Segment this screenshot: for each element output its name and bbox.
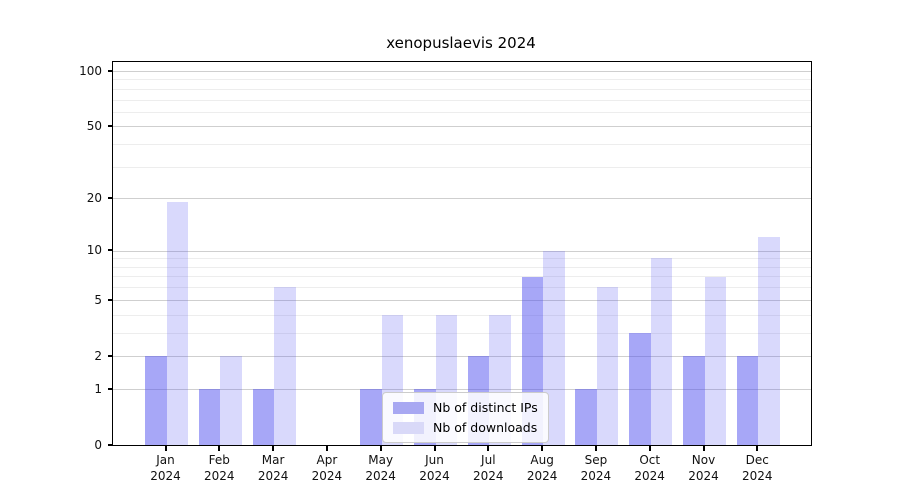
y-tick-label: 100: [79, 63, 102, 78]
minor-gridline: [113, 166, 811, 168]
minor-gridline: [113, 276, 811, 278]
y-tick-label: 5: [94, 292, 102, 307]
bar-downloads-oct: [650, 258, 673, 445]
minor-gridline: [113, 287, 811, 289]
legend-swatch-downloads: [393, 421, 424, 434]
major-gridline: [113, 198, 811, 200]
y-tick-label: 10: [86, 243, 102, 258]
legend-item-downloads: Nb of downloads: [393, 420, 538, 435]
y-axis-tick: [108, 298, 113, 301]
x-tick-label: Dec 2024: [742, 453, 773, 484]
bar-distinct-ips-oct: [629, 332, 651, 445]
y-axis-tick: [108, 387, 113, 390]
x-tick-label: Apr 2024: [311, 453, 343, 484]
bar-distinct-ips-feb: [198, 388, 221, 445]
major-gridline: [113, 126, 811, 128]
legend-label-downloads: Nb of downloads: [433, 420, 538, 435]
y-axis-tick: [108, 69, 113, 72]
y-axis-tick: [108, 354, 113, 357]
bar-distinct-ips-mar: [252, 388, 275, 445]
major-gridline: [113, 250, 811, 252]
x-axis-tick: [702, 445, 705, 451]
minor-gridline: [113, 258, 811, 260]
bar-downloads-nov: [704, 276, 726, 445]
chart-title: xenopuslaevis 2024: [386, 34, 536, 52]
bar-downloads-sep: [596, 287, 619, 445]
x-tick-label: Feb 2024: [204, 453, 235, 484]
y-tick-label: 20: [86, 191, 102, 206]
minor-gridline: [113, 332, 811, 334]
y-axis-tick: [108, 249, 113, 252]
bar-distinct-ips-nov: [683, 355, 705, 445]
major-gridline: [113, 299, 811, 301]
bar-downloads-dec: [758, 237, 780, 445]
bar-distinct-ips-dec: [736, 355, 759, 445]
x-axis-tick: [433, 445, 436, 451]
minor-gridline: [113, 88, 811, 90]
x-axis-tick: [594, 445, 597, 451]
y-tick-label: 1: [94, 381, 102, 396]
x-tick-label: Jul 2024: [473, 453, 504, 484]
x-tick-label: Sep 2024: [580, 453, 612, 484]
bar-distinct-ips-jan: [145, 355, 167, 445]
x-axis-tick: [218, 445, 221, 451]
major-gridline: [113, 71, 811, 72]
major-gridline: [113, 388, 811, 390]
y-tick-label: 2: [94, 348, 102, 363]
x-axis-tick: [379, 445, 382, 451]
x-tick-label: Jun 2024: [419, 453, 450, 484]
bar-distinct-ips-may: [360, 388, 382, 445]
minor-gridline: [113, 111, 811, 113]
x-tick-label: Jan 2024: [150, 453, 181, 484]
major-gridline: [113, 355, 811, 357]
minor-gridline: [113, 144, 811, 146]
minor-gridline: [113, 266, 811, 268]
x-axis-tick: [164, 445, 167, 451]
legend: Nb of distinct IPs Nb of downloads: [382, 392, 549, 443]
x-axis-tick: [648, 445, 651, 451]
bar-downloads-jan: [166, 202, 188, 445]
minor-gridline: [113, 79, 811, 81]
x-tick-label: Nov 2024: [688, 453, 719, 484]
x-tick-label: Oct 2024: [634, 453, 665, 484]
y-axis-tick: [108, 443, 113, 446]
bar-downloads-feb: [220, 355, 242, 445]
legend-swatch-distinct-ips: [393, 401, 424, 414]
y-tick-label: 0: [94, 437, 102, 452]
x-tick-label: May 2024: [365, 453, 396, 484]
x-axis-tick: [756, 445, 759, 451]
bar-downloads-mar: [274, 287, 296, 445]
x-axis-tick: [487, 445, 490, 451]
legend-label-distinct-ips: Nb of distinct IPs: [433, 400, 538, 415]
x-axis-tick: [272, 445, 275, 451]
plot-area: [112, 61, 812, 446]
x-tick-label: Aug 2024: [526, 453, 558, 484]
x-tick-label: Mar 2024: [257, 453, 289, 484]
x-axis-tick: [325, 445, 328, 451]
bar-distinct-ips-sep: [575, 388, 597, 445]
legend-item-distinct-ips: Nb of distinct IPs: [393, 400, 538, 415]
y-tick-label: 50: [86, 119, 102, 134]
x-axis-tick: [541, 445, 544, 451]
y-axis-tick: [108, 125, 113, 128]
minor-gridline: [113, 99, 811, 101]
minor-gridline: [113, 314, 811, 316]
y-axis-tick: [108, 197, 113, 200]
